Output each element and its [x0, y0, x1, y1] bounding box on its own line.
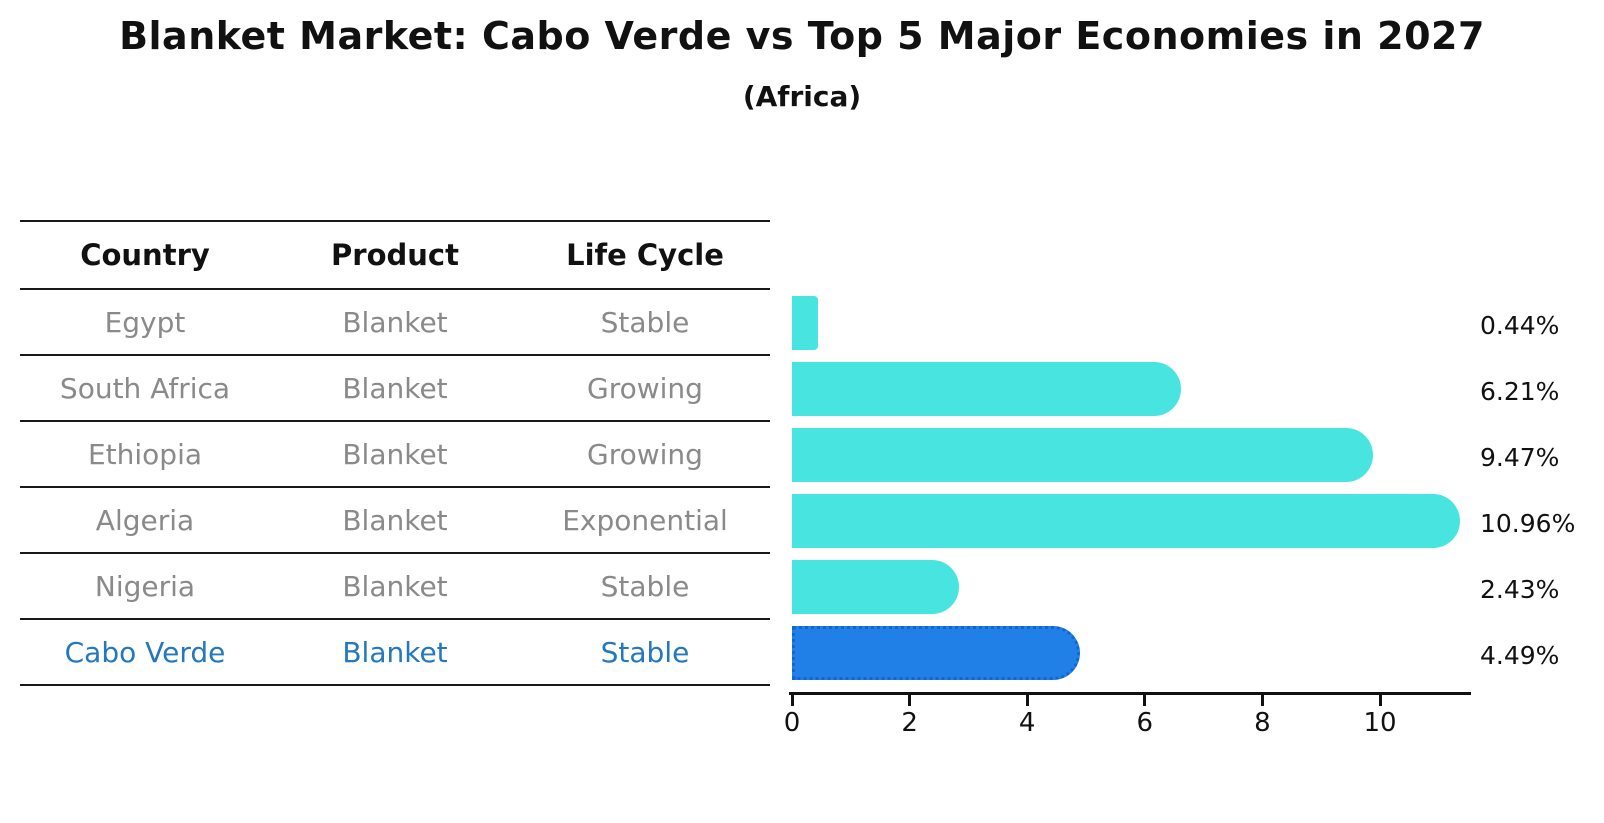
- table-row: Algeria Blanket Exponential: [20, 488, 770, 554]
- bar-value-label: 2.43%: [1480, 575, 1560, 604]
- x-tick: [790, 695, 794, 706]
- bar-value-label: 0.44%: [1480, 311, 1560, 340]
- bar-value-label: 10.96%: [1480, 509, 1576, 538]
- cell-product: Blanket: [342, 635, 448, 669]
- table-body: Egypt Blanket Stable South Africa Blanket Gro…: [20, 290, 770, 686]
- column-header-life-cycle: Life Cycle: [566, 238, 724, 272]
- chart-title: Blanket Market: Cabo Verde vs Top 5 Majo…: [119, 14, 1485, 58]
- bar-value-label: 6.21%: [1480, 377, 1560, 406]
- bar: [792, 560, 959, 614]
- bar: [792, 494, 1460, 548]
- table-row: Nigeria Blanket Stable: [20, 554, 770, 620]
- chart-subtitle: (Africa): [742, 80, 862, 113]
- x-tick: [908, 695, 912, 706]
- cell-life-cycle: Stable: [600, 569, 690, 603]
- table-row: Cabo Verde Blanket Stable: [20, 620, 770, 686]
- bar-highlight: [792, 626, 1080, 680]
- cell-life-cycle: Growing: [587, 437, 703, 471]
- bar-value-label: 4.49%: [1480, 641, 1560, 670]
- x-tick: [1378, 695, 1382, 706]
- x-tick-label: 4: [1018, 708, 1036, 738]
- table-header-row: Country Product Life Cycle: [20, 222, 770, 290]
- cell-country: Egypt: [104, 305, 186, 339]
- table-row: Egypt Blanket Stable: [20, 290, 770, 356]
- cell-country: South Africa: [59, 371, 231, 405]
- country-table: Country Product Life Cycle Egypt Blanket S…: [20, 220, 770, 686]
- table-row: South Africa Blanket Growing: [20, 356, 770, 422]
- table-row: Ethiopia Blanket Growing: [20, 422, 770, 488]
- column-header-product: Product: [331, 238, 459, 272]
- cell-country: Ethiopia: [87, 437, 203, 471]
- cell-life-cycle: Exponential: [562, 503, 728, 537]
- x-tick-label: 10: [1363, 708, 1397, 738]
- bar: [792, 428, 1373, 482]
- cell-product: Blanket: [342, 437, 448, 471]
- bar: [792, 296, 818, 350]
- x-tick: [1025, 695, 1029, 706]
- x-tick-label: 0: [783, 708, 801, 738]
- cell-product: Blanket: [342, 371, 448, 405]
- bar: [792, 362, 1181, 416]
- cell-life-cycle: Stable: [600, 635, 690, 669]
- cell-country: Algeria: [95, 503, 195, 537]
- x-tick-label: 8: [1254, 708, 1271, 738]
- x-tick: [1260, 695, 1264, 706]
- cell-country: Nigeria: [94, 569, 196, 603]
- x-tick-label: 6: [1136, 708, 1154, 738]
- x-tick-label: 2: [901, 708, 918, 738]
- column-header-country: Country: [80, 238, 210, 272]
- cell-country: Cabo Verde: [64, 635, 226, 669]
- x-tick: [1143, 695, 1147, 706]
- bar-value-label: 9.47%: [1480, 443, 1560, 472]
- cell-product: Blanket: [342, 503, 448, 537]
- cell-product: Blanket: [342, 305, 448, 339]
- cell-product: Blanket: [342, 569, 448, 603]
- x-axis-line: [789, 692, 1471, 695]
- cell-life-cycle: Growing: [587, 371, 703, 405]
- cell-life-cycle: Stable: [600, 305, 690, 339]
